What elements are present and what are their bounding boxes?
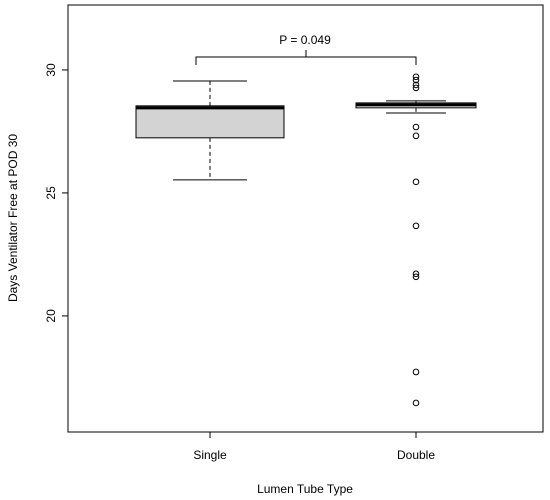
- box: [135, 105, 285, 139]
- outlier: [412, 178, 420, 186]
- plot-frame: [67, 4, 544, 433]
- x-tick-label: Single: [193, 448, 227, 462]
- outlier: [412, 399, 420, 407]
- outlier: [412, 132, 420, 140]
- y-axis-label: Days Ventilator Free at POD 30: [6, 134, 20, 302]
- y-tick-label: 20: [44, 309, 58, 323]
- significance-bracket: [195, 56, 417, 65]
- y-tick-label: 25: [44, 186, 58, 200]
- outlier: [412, 81, 420, 89]
- y-tick-label: 30: [44, 63, 58, 77]
- outlier: [412, 273, 420, 281]
- outlier: [412, 73, 420, 81]
- outlier: [412, 84, 420, 92]
- outlier: [412, 76, 420, 84]
- outlier: [412, 270, 420, 278]
- x-axis-label: Lumen Tube Type: [257, 482, 353, 496]
- outlier: [412, 222, 420, 230]
- x-tick-label: Double: [397, 448, 435, 462]
- outlier: [412, 368, 420, 376]
- annotation: P = 0.049: [279, 33, 331, 47]
- outlier: [412, 123, 420, 131]
